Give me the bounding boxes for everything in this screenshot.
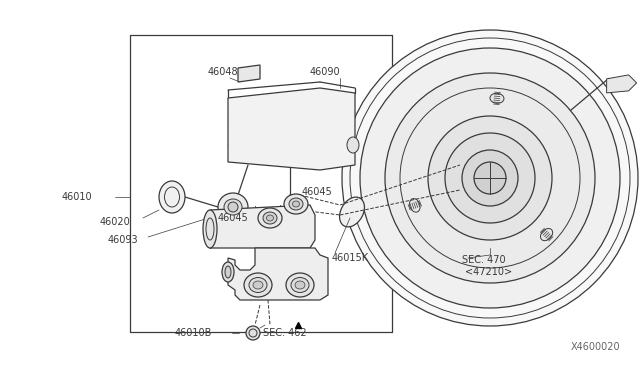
Ellipse shape <box>286 273 314 297</box>
Ellipse shape <box>203 210 217 248</box>
Text: 46093: 46093 <box>108 235 139 245</box>
Ellipse shape <box>541 228 553 241</box>
Text: X4600020: X4600020 <box>570 342 620 352</box>
Polygon shape <box>210 205 315 248</box>
Circle shape <box>385 73 595 283</box>
Ellipse shape <box>347 137 359 153</box>
Text: SEC. 462: SEC. 462 <box>263 328 307 338</box>
Circle shape <box>342 30 638 326</box>
Text: 46010: 46010 <box>62 192 93 202</box>
Ellipse shape <box>295 281 305 289</box>
Text: 46020: 46020 <box>100 217 131 227</box>
Polygon shape <box>607 75 637 93</box>
Text: 46048: 46048 <box>208 67 239 77</box>
Ellipse shape <box>228 202 238 212</box>
Ellipse shape <box>246 326 260 340</box>
Ellipse shape <box>159 181 185 213</box>
Text: SEC. 470: SEC. 470 <box>462 255 506 265</box>
Ellipse shape <box>291 278 309 292</box>
Ellipse shape <box>258 208 282 228</box>
Polygon shape <box>228 248 328 300</box>
Ellipse shape <box>224 199 242 215</box>
Ellipse shape <box>218 193 248 221</box>
Ellipse shape <box>490 93 504 103</box>
Circle shape <box>474 162 506 194</box>
Polygon shape <box>228 88 355 170</box>
Ellipse shape <box>225 266 231 278</box>
Ellipse shape <box>292 201 300 207</box>
Circle shape <box>360 48 620 308</box>
Text: 46090: 46090 <box>310 67 340 77</box>
Ellipse shape <box>263 212 277 224</box>
Ellipse shape <box>340 197 364 227</box>
Ellipse shape <box>266 215 273 221</box>
Text: 46045: 46045 <box>218 213 249 223</box>
Ellipse shape <box>289 198 303 210</box>
Circle shape <box>445 133 535 223</box>
Circle shape <box>462 150 518 206</box>
Circle shape <box>428 116 552 240</box>
Text: <47210>: <47210> <box>465 267 512 277</box>
Ellipse shape <box>249 278 267 292</box>
Text: 46010B: 46010B <box>175 328 212 338</box>
Polygon shape <box>238 65 260 82</box>
Text: 46015K: 46015K <box>332 253 369 263</box>
Ellipse shape <box>244 273 272 297</box>
Ellipse shape <box>253 281 263 289</box>
Text: 46045: 46045 <box>302 187 333 197</box>
Ellipse shape <box>410 199 420 212</box>
Ellipse shape <box>284 194 308 214</box>
Ellipse shape <box>222 262 234 282</box>
